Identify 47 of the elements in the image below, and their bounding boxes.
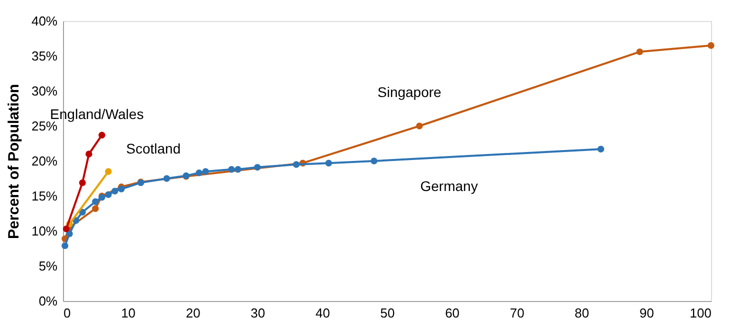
point xyxy=(66,230,73,238)
x-tick-label: 30 xyxy=(250,306,266,320)
point xyxy=(202,168,209,175)
y-tick-label: 30% xyxy=(31,84,58,98)
y-tick-label: 40% xyxy=(31,14,58,28)
point xyxy=(325,160,332,166)
point xyxy=(163,175,170,182)
point xyxy=(254,164,261,171)
series-label: Germany xyxy=(420,178,478,194)
point xyxy=(234,166,242,173)
point xyxy=(79,179,86,186)
y-tick-label: 35% xyxy=(31,48,58,64)
series-label: Singapore xyxy=(377,84,442,100)
y-axis-title: Percent of Population xyxy=(5,84,22,240)
y-tick-label: 10% xyxy=(31,224,58,238)
x-tick-label: 10 xyxy=(121,306,136,320)
point xyxy=(196,170,202,176)
point xyxy=(111,188,118,194)
x-tick-label: 50 xyxy=(380,306,395,320)
series-label: Scotland xyxy=(126,140,181,156)
point xyxy=(92,198,99,205)
x-tick-label: 0 xyxy=(64,306,71,320)
point xyxy=(597,146,604,152)
point xyxy=(416,122,423,130)
point xyxy=(708,42,714,49)
point xyxy=(105,168,112,175)
point xyxy=(62,242,68,250)
y-tick-label: 20% xyxy=(31,154,58,168)
y-tick-label: 0% xyxy=(38,294,58,308)
point xyxy=(98,132,106,138)
x-tick-label: 40 xyxy=(315,306,330,320)
point xyxy=(636,48,644,56)
x-tick-label: 90 xyxy=(639,306,654,320)
x-tick-label: 60 xyxy=(445,306,460,320)
y-tick-label: 15% xyxy=(31,188,58,204)
point xyxy=(86,150,92,158)
y-tick-label: 5% xyxy=(38,258,58,274)
x-tick-label: 100 xyxy=(690,306,712,320)
point xyxy=(62,226,70,232)
x-tick-label: 70 xyxy=(510,306,524,320)
point xyxy=(228,166,235,173)
point xyxy=(92,205,99,212)
x-tick-label: 80 xyxy=(574,306,590,320)
x-tick-label: 20 xyxy=(186,306,200,320)
point xyxy=(292,161,300,168)
point xyxy=(105,191,112,198)
point xyxy=(370,158,378,164)
